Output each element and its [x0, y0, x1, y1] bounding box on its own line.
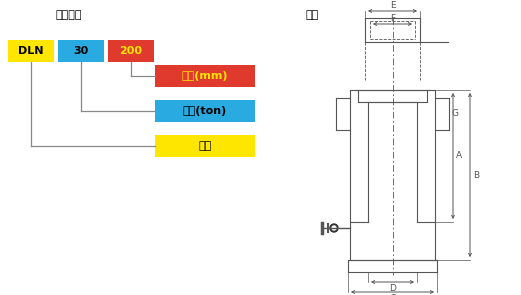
Text: 200: 200	[119, 46, 143, 56]
Text: 型号说明: 型号说明	[55, 10, 81, 20]
Text: 载荷(ton): 载荷(ton)	[183, 106, 227, 116]
Text: DLN: DLN	[18, 46, 44, 56]
Bar	[155, 135, 255, 157]
Circle shape	[332, 226, 336, 230]
Text: G: G	[451, 109, 458, 119]
Text: F: F	[390, 14, 395, 23]
Text: B: B	[473, 171, 479, 179]
Circle shape	[330, 224, 338, 232]
Bar	[108, 40, 154, 62]
Text: A: A	[456, 152, 462, 160]
Text: C: C	[390, 294, 396, 295]
Bar	[8, 40, 54, 62]
Text: D: D	[390, 284, 396, 293]
Text: 型号: 型号	[199, 141, 212, 151]
Bar	[155, 100, 255, 122]
Text: 30: 30	[73, 46, 89, 56]
Text: 行程(mm): 行程(mm)	[182, 71, 228, 81]
Text: E: E	[390, 1, 396, 10]
Text: 尺寸: 尺寸	[305, 10, 318, 20]
Bar	[155, 65, 255, 87]
Bar	[58, 40, 104, 62]
